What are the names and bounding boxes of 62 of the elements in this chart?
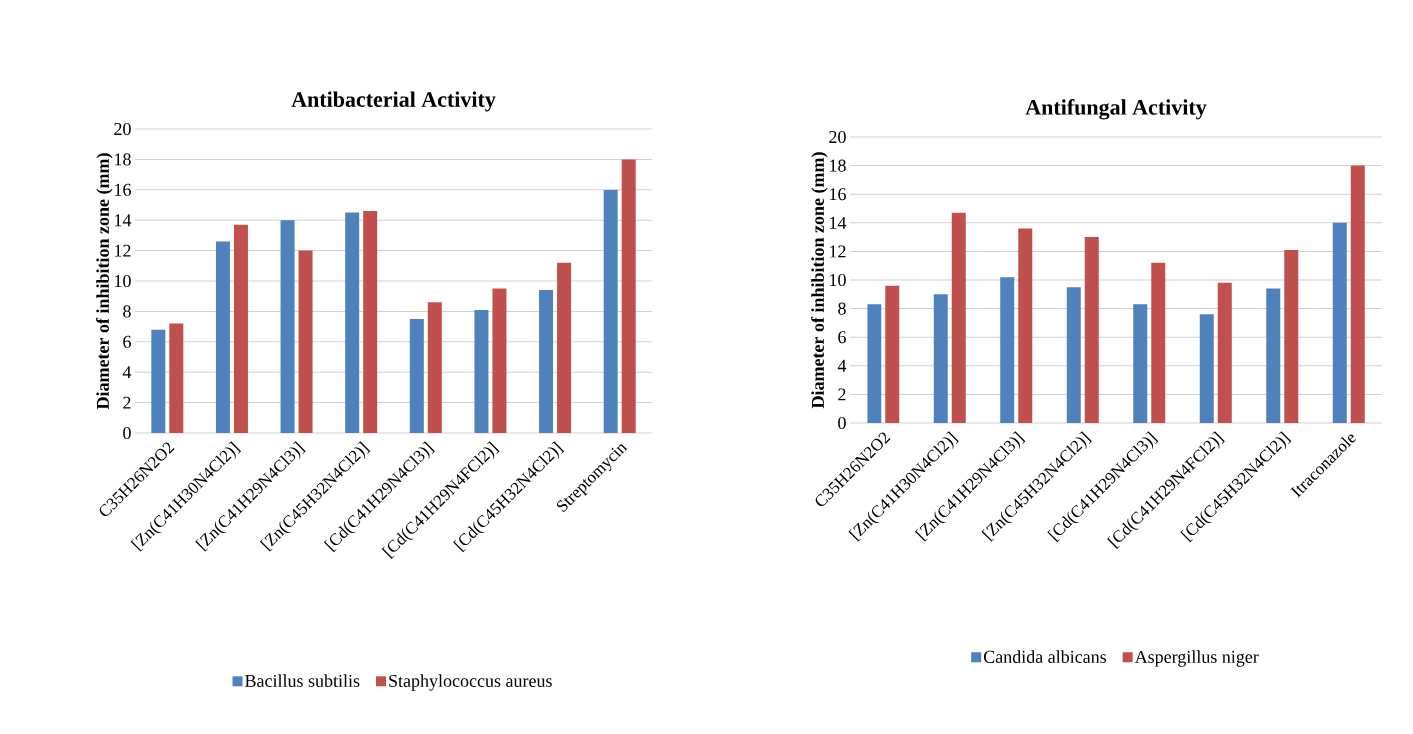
bar bbox=[1000, 277, 1015, 423]
y-tick-label: 0 bbox=[123, 426, 131, 440]
bar bbox=[298, 250, 313, 433]
bar bbox=[280, 220, 295, 433]
bar bbox=[1018, 228, 1033, 423]
bar bbox=[885, 285, 900, 423]
bar bbox=[1133, 304, 1148, 423]
y-axis-title: Diameter of inhibition zone (mm) bbox=[811, 152, 828, 409]
y-tick-label: 4 bbox=[122, 366, 132, 379]
bar bbox=[151, 329, 166, 433]
y-tick-label: 20 bbox=[114, 122, 131, 136]
bar bbox=[169, 323, 184, 433]
bar bbox=[1266, 288, 1281, 423]
bar bbox=[474, 309, 489, 433]
bar bbox=[363, 211, 378, 433]
bar bbox=[409, 319, 424, 433]
y-tick-label: 8 bbox=[123, 305, 131, 318]
bar bbox=[492, 288, 507, 433]
bar bbox=[951, 212, 966, 423]
legend-label: Aspergillus niger bbox=[1134, 650, 1259, 667]
y-tick-label: 20 bbox=[829, 130, 846, 144]
y-tick-label: 12 bbox=[115, 244, 131, 257]
y-tick-label: 2 bbox=[123, 396, 131, 409]
chart-title: Antifungal Activity bbox=[1025, 99, 1207, 120]
legend-label: Candida albicans bbox=[983, 650, 1107, 663]
y-tick-label: 12 bbox=[830, 245, 846, 258]
y-tick-label: 14 bbox=[115, 214, 132, 227]
y-tick-label: 10 bbox=[830, 273, 846, 287]
y-tick-label: 16 bbox=[115, 183, 131, 196]
bar bbox=[1151, 262, 1166, 423]
bar bbox=[539, 290, 554, 433]
y-axis-title: Diameter of inhibition zone (mm) bbox=[96, 153, 113, 410]
bar bbox=[1217, 282, 1232, 423]
y-tick-label: 8 bbox=[838, 302, 846, 315]
y-tick-label: 6 bbox=[123, 335, 131, 348]
bar bbox=[1332, 222, 1347, 423]
y-tick-label: 16 bbox=[830, 188, 846, 201]
bar bbox=[233, 224, 248, 433]
bar bbox=[867, 304, 882, 423]
bar bbox=[1066, 287, 1081, 423]
y-tick-label: 4 bbox=[837, 359, 847, 372]
bar bbox=[1199, 314, 1214, 423]
bar bbox=[1284, 249, 1299, 423]
bar bbox=[345, 212, 360, 433]
legend-label: Staphylococcus aureus bbox=[389, 674, 552, 691]
legend-label: Bacillus subtilis bbox=[245, 674, 360, 687]
bar bbox=[621, 159, 636, 433]
y-tick-label: 0 bbox=[838, 416, 846, 430]
y-tick-label: 2 bbox=[838, 388, 846, 401]
y-tick-label: 18 bbox=[830, 159, 846, 172]
bar bbox=[427, 302, 442, 433]
bar bbox=[557, 262, 572, 433]
bar bbox=[1084, 237, 1099, 423]
bar bbox=[1350, 165, 1365, 423]
bar bbox=[603, 189, 618, 433]
bar bbox=[215, 241, 230, 433]
y-tick-label: 10 bbox=[115, 274, 131, 288]
y-tick-label: 14 bbox=[830, 216, 847, 229]
y-tick-label: 18 bbox=[115, 153, 131, 166]
chart-title: Antibacterial Activity bbox=[291, 91, 496, 112]
bar bbox=[933, 294, 948, 423]
y-tick-label: 6 bbox=[838, 331, 846, 344]
